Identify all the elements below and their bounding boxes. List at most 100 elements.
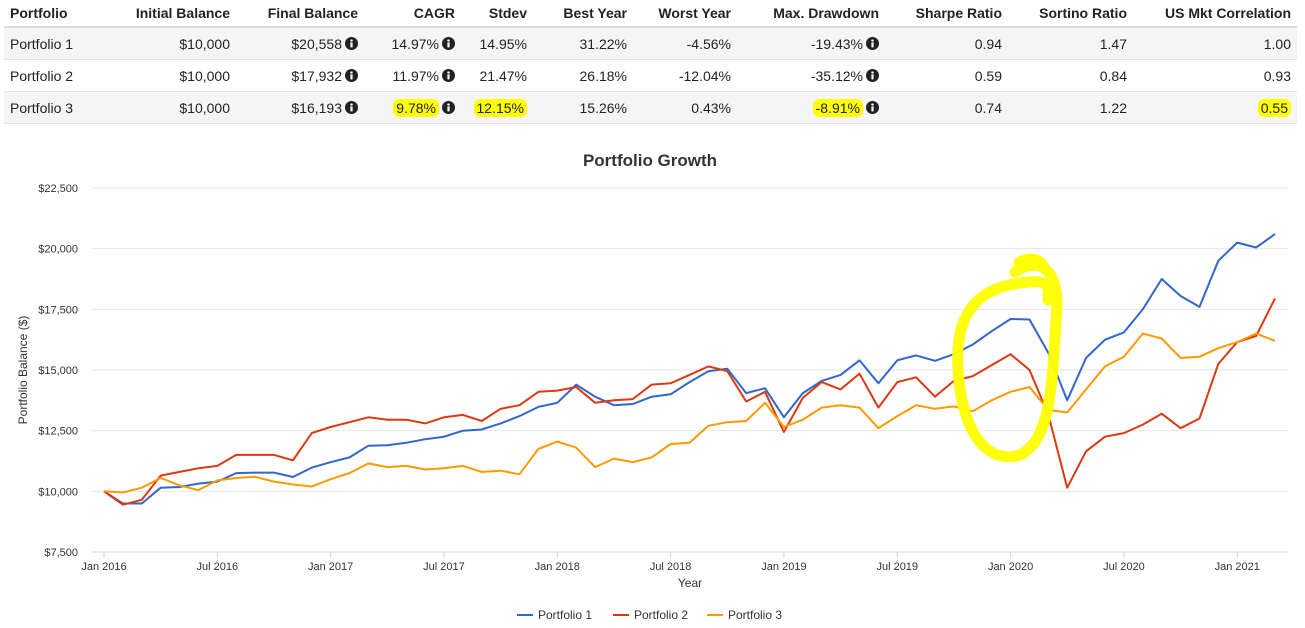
- highlighted-cell-value: 12.15%: [473, 98, 527, 117]
- x-tick-label: Jan 2018: [535, 561, 580, 573]
- y-tick-label: $15,000: [38, 365, 78, 377]
- x-tick-label: Jul 2020: [1103, 561, 1145, 573]
- series-line-portfolio-1: [103, 233, 1276, 505]
- cell-portfolio: Portfolio 3: [4, 91, 114, 124]
- info-circle-icon[interactable]: [866, 100, 879, 114]
- cell-us-mkt-correlation: 0.93: [1133, 59, 1297, 92]
- cell-stdev: 12.15%: [461, 91, 533, 124]
- portfolio-stats-table: Portfolio Initial Balance Final Balance …: [4, 0, 1297, 124]
- cell-final-balance: $20,558: [236, 27, 364, 60]
- info-circle-icon[interactable]: [866, 36, 879, 50]
- chart-title: Portfolio Growth: [583, 151, 717, 170]
- cell-sharpe-ratio: 0.74: [885, 91, 1008, 124]
- header-best-year: Best Year: [533, 0, 633, 28]
- info-circle-icon[interactable]: [442, 36, 455, 50]
- highlighted-cell-value: 9.78%: [393, 98, 439, 117]
- cell-portfolio: Portfolio 1: [4, 27, 114, 60]
- cell-portfolio: Portfolio 2: [4, 59, 114, 92]
- cell-value: -19.43%: [810, 35, 863, 52]
- info-circle-icon[interactable]: [442, 100, 455, 114]
- cell-worst-year: 0.43%: [633, 91, 737, 124]
- info-circle-icon[interactable]: [345, 100, 358, 114]
- cell-stdev: 14.95%: [461, 27, 533, 60]
- info-circle-icon[interactable]: [866, 68, 879, 82]
- cell-value: $17,932: [291, 67, 342, 84]
- cell-sortino-ratio: 0.84: [1008, 59, 1133, 92]
- header-stdev: Stdev: [461, 0, 533, 28]
- x-tick-label: Jan 2017: [308, 561, 353, 573]
- y-tick-label: $7,500: [44, 547, 78, 559]
- header-portfolio: Portfolio: [4, 0, 114, 28]
- cell-value: $20,558: [291, 35, 342, 52]
- header-worst-year: Worst Year: [633, 0, 737, 28]
- table-row: Portfolio 3 $10,000 $16,193 9.78% 12.15%…: [4, 91, 1297, 124]
- info-circle-icon[interactable]: [345, 36, 358, 50]
- table-row: Portfolio 1 $10,000 $20,558 14.97% 14.95…: [4, 27, 1297, 60]
- x-tick-label: Jul 2016: [197, 561, 239, 573]
- chart-gridlines: [92, 187, 1288, 553]
- cell-value: -35.12%: [810, 67, 863, 84]
- legend-label: Portfolio 3: [728, 608, 782, 622]
- x-tick-label: Jan 2021: [1215, 561, 1260, 573]
- cell-final-balance: $16,193: [236, 91, 364, 124]
- cell-final-balance: $17,932: [236, 59, 364, 92]
- x-tick-label: Jul 2017: [423, 561, 465, 573]
- cell-initial-balance: $10,000: [114, 27, 236, 60]
- header-us-mkt-correlation: US Mkt Correlation: [1133, 0, 1297, 28]
- chart-axes: $7,500 $10,000 $12,500 $15,000 $17,500 $20,00…: [38, 183, 1288, 573]
- cell-max-drawdown: -19.43%: [737, 27, 885, 60]
- x-tick-label: Jan 2020: [988, 561, 1033, 573]
- y-tick-label: $12,500: [38, 426, 78, 438]
- x-tick-label: Jan 2016: [81, 561, 126, 573]
- y-tick-label: $10,000: [38, 486, 78, 498]
- highlighted-cell-value: -8.91%: [812, 98, 863, 117]
- table-header-row: Portfolio Initial Balance Final Balance …: [4, 0, 1297, 28]
- cell-sortino-ratio: 1.22: [1008, 91, 1133, 124]
- cell-cagr: 14.97%: [364, 27, 461, 60]
- highlighted-cell-value: 0.55: [1257, 98, 1291, 117]
- y-tick-label: $20,000: [38, 244, 78, 256]
- x-tick-label: Jul 2018: [650, 561, 692, 573]
- cell-max-drawdown: -8.91%: [737, 91, 885, 124]
- table-row: Portfolio 2 $10,000 $17,932 11.97% 21.47…: [4, 59, 1297, 92]
- info-circle-icon[interactable]: [345, 68, 358, 82]
- cell-value: 11.97%: [392, 67, 439, 84]
- cell-value: $16,193: [291, 99, 342, 116]
- yellow-highlight-circle: [952, 253, 1063, 463]
- cell-best-year: 31.22%: [533, 27, 633, 60]
- x-tick-label: Jul 2019: [876, 561, 918, 573]
- y-axis-title: Portfolio Balance ($): [16, 316, 30, 425]
- header-sortino-ratio: Sortino Ratio: [1008, 0, 1133, 28]
- cell-sharpe-ratio: 0.59: [885, 59, 1008, 92]
- header-initial-balance: Initial Balance: [114, 0, 236, 28]
- x-axis-title: Year: [678, 576, 702, 590]
- header-sharpe-ratio: Sharpe Ratio: [885, 0, 1008, 28]
- cell-worst-year: -4.56%: [633, 27, 737, 60]
- cell-cagr: 11.97%: [364, 59, 461, 92]
- cell-max-drawdown: -35.12%: [737, 59, 885, 92]
- x-tick-label: Jan 2019: [761, 561, 806, 573]
- header-final-balance: Final Balance: [236, 0, 364, 28]
- cell-stdev: 21.47%: [461, 59, 533, 92]
- header-cagr: CAGR: [364, 0, 461, 28]
- cell-best-year: 15.26%: [533, 91, 633, 124]
- y-tick-label: $22,500: [38, 183, 78, 195]
- cell-best-year: 26.18%: [533, 59, 633, 92]
- cell-us-mkt-correlation: 0.55: [1133, 91, 1297, 124]
- legend-label: Portfolio 2: [634, 608, 688, 622]
- cell-value: 14.97%: [391, 35, 439, 52]
- highlight-stroke: [1013, 253, 1050, 273]
- header-max-drawdown: Max. Drawdown: [737, 0, 885, 28]
- cell-us-mkt-correlation: 1.00: [1133, 27, 1297, 60]
- series-line-portfolio-2: [103, 297, 1276, 506]
- cell-sortino-ratio: 1.47: [1008, 27, 1133, 60]
- cell-worst-year: -12.04%: [633, 59, 737, 92]
- chart-legend: Portfolio 1 Portfolio 2 Portfolio 3: [517, 608, 782, 622]
- highlight-stroke: [952, 259, 1063, 463]
- cell-cagr: 9.78%: [364, 91, 461, 124]
- chart-series: [103, 233, 1276, 506]
- series-line-portfolio-3: [103, 332, 1276, 494]
- cell-initial-balance: $10,000: [114, 91, 236, 124]
- cell-sharpe-ratio: 0.94: [885, 27, 1008, 60]
- info-circle-icon[interactable]: [442, 68, 455, 82]
